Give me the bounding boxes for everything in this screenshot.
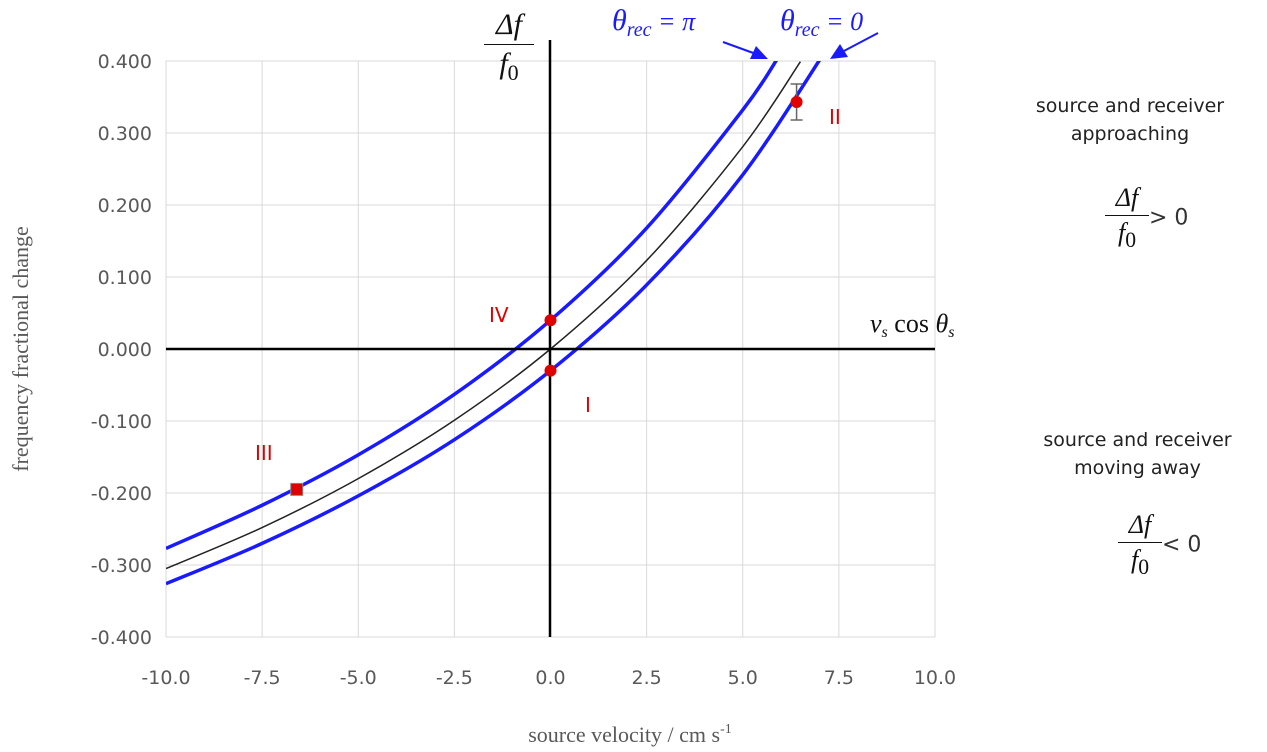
data-point [790, 96, 803, 109]
y-tick-label: -0.400 [91, 627, 152, 649]
data-point [290, 482, 304, 496]
y-tick-label: 0.100 [98, 267, 152, 289]
arrow-theta-pi [722, 41, 768, 59]
curve-label-theta-zero: θrec = 0 [780, 4, 863, 41]
x-axis-title: source velocity / cm s-1 [528, 722, 732, 747]
note-approaching: source and receiver approaching [1035, 95, 1225, 145]
y-axis-fraction: Δf f0 [484, 8, 534, 86]
tick-labels: -10.0 -7.5 -5.0 -2.5 0.0 2.5 5.0 7.5 10.0 0.400 0.… [91, 51, 956, 689]
arrow-theta-zero [830, 32, 879, 59]
x-tick-label: 7.5 [824, 667, 854, 689]
y-tick-label: 0.300 [98, 123, 152, 145]
fraction-negative: Δf f0 < 0 [1118, 510, 1201, 580]
x-tick-label: 0.0 [535, 667, 565, 689]
series-line-0 [166, 61, 779, 551]
note-moving-away: source and receiver moving away [1043, 429, 1232, 479]
point-label-iii: III [255, 441, 273, 465]
point-label-ii: II [829, 105, 841, 129]
y-tick-label: -0.300 [91, 555, 152, 577]
curve-label-theta-pi: θrec = π [612, 4, 696, 41]
y-tick-label: -0.100 [91, 411, 152, 433]
x-tick-label: 2.5 [632, 667, 662, 689]
point-label-iv: IV [489, 303, 509, 327]
series-line-2 [166, 61, 822, 586]
data-points [290, 83, 803, 496]
y-tick-label: 0.200 [98, 195, 152, 217]
data-point [544, 314, 557, 327]
x-tick-label: -5.0 [340, 667, 377, 689]
series-line-1 [166, 61, 802, 570]
x-tick-label: 5.0 [728, 667, 758, 689]
x-tick-label: -7.5 [244, 667, 281, 689]
y-axis-title: frequency fractional change [8, 226, 33, 472]
x-tick-label: -10.0 [141, 667, 190, 689]
svg-text:θrec = π: θrec = π [612, 4, 696, 41]
curves [166, 61, 822, 586]
x-axis-expression: vs cos θs [870, 309, 954, 341]
y-tick-label: 0.400 [98, 51, 152, 73]
y-tick-label: -0.200 [91, 483, 152, 505]
x-tick-label: -2.5 [436, 667, 473, 689]
svg-text:θrec = 0: θrec = 0 [780, 4, 863, 41]
data-point [544, 364, 557, 377]
x-tick-label: 10.0 [914, 667, 956, 689]
y-tick-label: 0.000 [98, 339, 152, 361]
point-label-i: I [585, 393, 591, 417]
fraction-positive: Δf f0 > 0 [1105, 183, 1188, 253]
